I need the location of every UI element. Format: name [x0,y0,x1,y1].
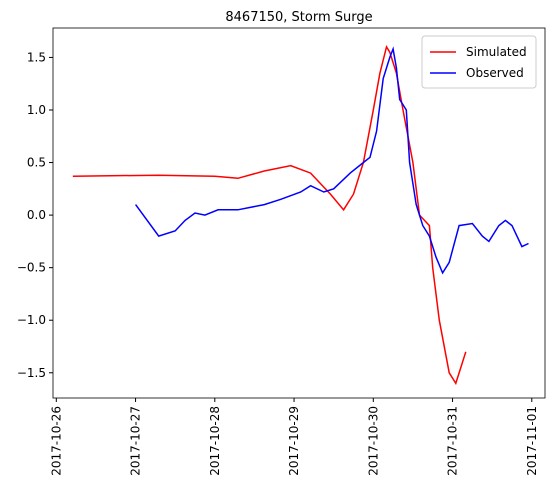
x-tick-label: 2017-10-29 [287,406,301,476]
chart-title: 8467150, Storm Surge [225,10,372,25]
y-tick-label: 0.0 [27,208,46,222]
y-tick-label: 0.5 [27,156,46,170]
x-tick-label: 2017-10-30 [366,406,380,476]
y-tick-label: 1.0 [27,103,46,117]
x-tick-label: 2017-10-26 [49,406,63,476]
y-tick-label: −1.5 [17,366,46,380]
legend-box [421,35,537,89]
legend-label: Simulated [466,45,527,59]
line [134,46,529,275]
y-tick-label: −0.5 [17,261,46,275]
y-tick-label: 1.5 [27,50,46,64]
x-tick-label: 2017-11-01 [525,406,539,476]
legend-label: Observed [466,66,524,80]
y-tick-label: −1.0 [17,313,46,327]
plot-frame [52,27,546,399]
x-tick-label: 2017-10-28 [208,406,222,476]
x-tick-label: 2017-10-27 [129,406,143,476]
line [72,45,467,386]
x-tick-label: 2017-10-31 [446,406,460,476]
